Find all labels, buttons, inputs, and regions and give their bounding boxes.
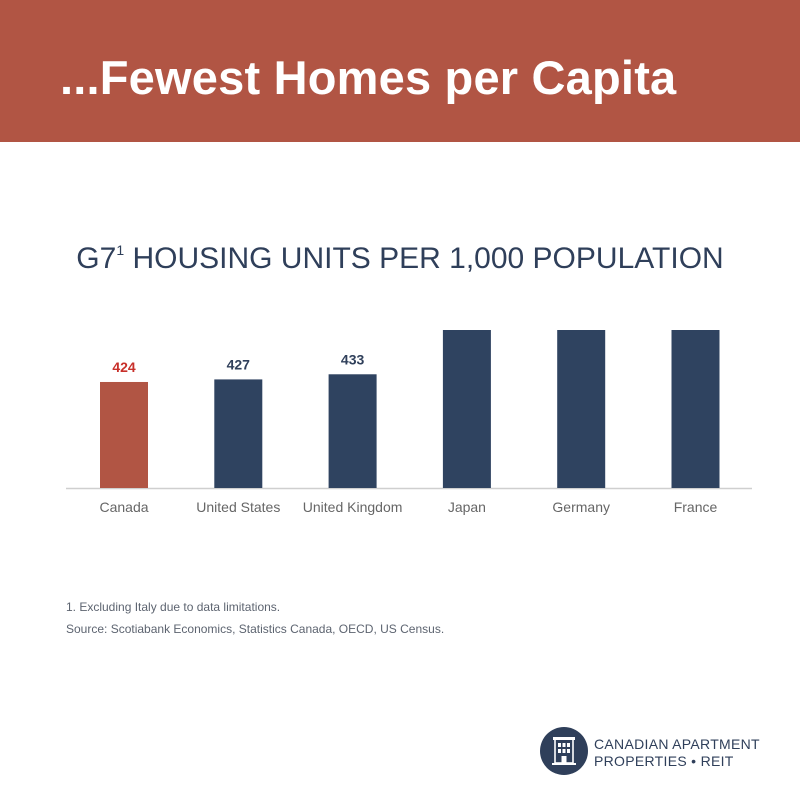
page-title: ...Fewest Homes per Capita [60, 51, 677, 104]
bar-united-states [214, 379, 263, 488]
building-icon [540, 727, 588, 775]
bar-united-kingdom [328, 374, 377, 488]
bar-chart: 424 Canada 427 United States 433 United Kingd… [66, 330, 752, 515]
logo-line-1: CANADIAN APARTMENT [594, 736, 760, 752]
footnote-source: Source: Scotiabank Economics, Statistics… [66, 622, 445, 636]
chart-title: G71 HOUSING UNITS PER 1,000 POPULATION [0, 242, 800, 276]
logo-line-2: PROPERTIES • REIT [594, 753, 734, 769]
bar-germany [557, 330, 606, 488]
tick-label-france: France [674, 499, 718, 515]
bar-canada [100, 381, 148, 488]
tick-label-germany: Germany [552, 499, 610, 515]
data-label-united-states: 427 [227, 356, 251, 372]
chart-title-superscript: 1 [116, 242, 125, 258]
data-label-united-kingdom: 433 [341, 351, 365, 367]
tick-label-united-kingdom: United Kingdom [303, 499, 403, 515]
tick-label-canada: Canada [99, 499, 148, 515]
bar-japan [442, 330, 491, 488]
tick-label-japan: Japan [448, 499, 486, 515]
bar-france [671, 330, 720, 488]
data-label-canada: 424 [112, 359, 136, 375]
chart-title-rest: HOUSING UNITS PER 1,000 POPULATION [124, 242, 724, 275]
title-banner: ...Fewest Homes per Capita [0, 0, 800, 142]
footnote-italy: 1. Excluding Italy due to data limitatio… [66, 600, 281, 614]
tick-label-united-states: United States [196, 499, 280, 515]
chart-title-main: G7 [76, 242, 117, 275]
